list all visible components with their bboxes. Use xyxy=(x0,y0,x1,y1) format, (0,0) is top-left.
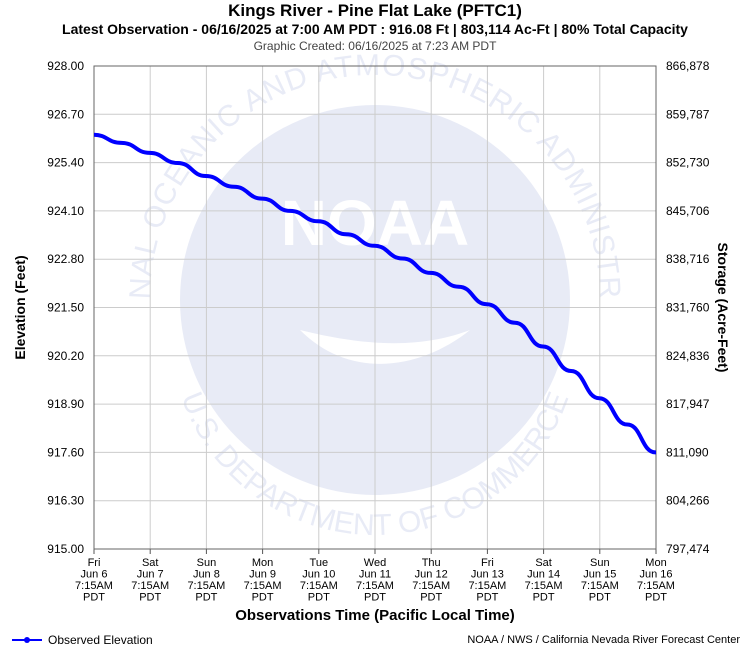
y2-tick-label: 831,760 xyxy=(666,301,710,315)
plot-frame xyxy=(93,65,657,550)
x-tick-label: Thu xyxy=(422,557,441,569)
x-tick-label: PDT xyxy=(476,592,498,604)
x-tick-label: 7:15AM xyxy=(300,580,338,592)
y2-tick-label: 845,706 xyxy=(666,204,710,218)
y2-tick-label: 804,266 xyxy=(666,494,710,508)
x-tick-label: Sat xyxy=(142,557,159,569)
legend-marker-icon xyxy=(12,637,42,643)
x-tick-label: PDT xyxy=(364,592,386,604)
y-tick-label: 928.00 xyxy=(47,59,84,73)
y2-tick-label: 797,474 xyxy=(666,542,710,556)
y-axis-title: Elevation (Feet) xyxy=(12,255,28,359)
x-tick-label: 7:15AM xyxy=(581,580,619,592)
x-tick-label: 7:15AM xyxy=(356,580,394,592)
graphic-created: Graphic Created: 06/16/2025 at 7:23 AM P… xyxy=(253,39,497,53)
x-tick-label: PDT xyxy=(589,592,611,604)
x-tick-label: PDT xyxy=(645,592,667,604)
series-line-observed-elevation xyxy=(94,132,656,455)
y2-tick-label: 817,947 xyxy=(666,397,710,411)
chart-title: Kings River - Pine Flat Lake (PFTC1) xyxy=(228,1,522,20)
x-tick-label: 7:15AM xyxy=(75,580,113,592)
x-tick-label: Jun 9 xyxy=(249,569,276,581)
x-tick-label: Fri xyxy=(481,557,494,569)
credit-text: NOAA / NWS / California Nevada River For… xyxy=(467,634,740,646)
y-tick-label: 916.30 xyxy=(47,494,84,508)
x-tick-label: PDT xyxy=(252,592,274,604)
y-tick-label: 917.60 xyxy=(47,445,84,459)
x-tick-label: Mon xyxy=(252,557,273,569)
y2-tick-label: 811,090 xyxy=(666,445,709,459)
x-tick-label: Jun 15 xyxy=(583,569,616,581)
x-tick-label: Jun 13 xyxy=(471,569,504,581)
y-tick-label: 926.70 xyxy=(47,107,84,121)
y-tick-label: 921.50 xyxy=(47,301,84,315)
x-tick-label: Jun 11 xyxy=(359,569,391,581)
y-tick-label: 924.10 xyxy=(47,204,84,218)
x-tick-label: 7:15AM xyxy=(412,580,450,592)
y2-tick-label: 852,730 xyxy=(666,156,710,170)
y2-tick-label: 866,878 xyxy=(666,59,710,73)
y-tick-label: 925.40 xyxy=(47,156,84,170)
x-tick-label: Sun xyxy=(197,557,217,569)
y-tick-label: 915.00 xyxy=(47,542,84,556)
x-tick-label: 7:15AM xyxy=(525,580,563,592)
chart-subtitle: Latest Observation - 06/16/2025 at 7:00 … xyxy=(62,21,688,37)
y-tick-label: 922.80 xyxy=(47,252,84,266)
x-tick-label: Jun 7 xyxy=(137,569,164,581)
x-tick-label: Wed xyxy=(364,557,386,569)
x-tick-label: Jun 8 xyxy=(193,569,220,581)
x-tick-label: 7:15AM xyxy=(244,580,282,592)
x-tick-label: PDT xyxy=(420,592,442,604)
y2-tick-label: 859,787 xyxy=(666,107,710,121)
x-tick-label: Sat xyxy=(535,557,552,569)
x-tick-label: Mon xyxy=(645,557,666,569)
y2-tick-label: 838,716 xyxy=(666,252,710,266)
x-tick-label: Tue xyxy=(310,557,329,569)
x-tick-label: PDT xyxy=(308,592,330,604)
legend: Observed Elevation xyxy=(12,633,153,647)
x-tick-label: 7:15AM xyxy=(468,580,506,592)
x-tick-label: Jun 16 xyxy=(639,569,672,581)
x-tick-label: Jun 10 xyxy=(302,569,335,581)
x-tick-label: Jun 6 xyxy=(81,569,108,581)
legend-label: Observed Elevation xyxy=(48,633,153,647)
y2-axis-title: Storage (Acre-Feet) xyxy=(715,243,731,373)
y-tick-label: 920.20 xyxy=(47,349,84,363)
y-tick-label: 918.90 xyxy=(47,397,84,411)
x-tick-label: 7:15AM xyxy=(187,580,225,592)
x-tick-label: PDT xyxy=(83,592,105,604)
x-tick-label: PDT xyxy=(195,592,217,604)
x-tick-label: Jun 14 xyxy=(527,569,560,581)
x-tick-label: PDT xyxy=(139,592,161,604)
y2-tick-label: 824,836 xyxy=(666,349,710,363)
x-tick-label: 7:15AM xyxy=(131,580,169,592)
x-axis-title: Observations Time (Pacific Local Time) xyxy=(235,607,515,624)
x-tick-label: 7:15AM xyxy=(637,580,675,592)
x-tick-label: Sun xyxy=(590,557,610,569)
x-tick-label: PDT xyxy=(533,592,555,604)
x-tick-label: Fri xyxy=(88,557,101,569)
x-tick-label: Jun 12 xyxy=(415,569,448,581)
